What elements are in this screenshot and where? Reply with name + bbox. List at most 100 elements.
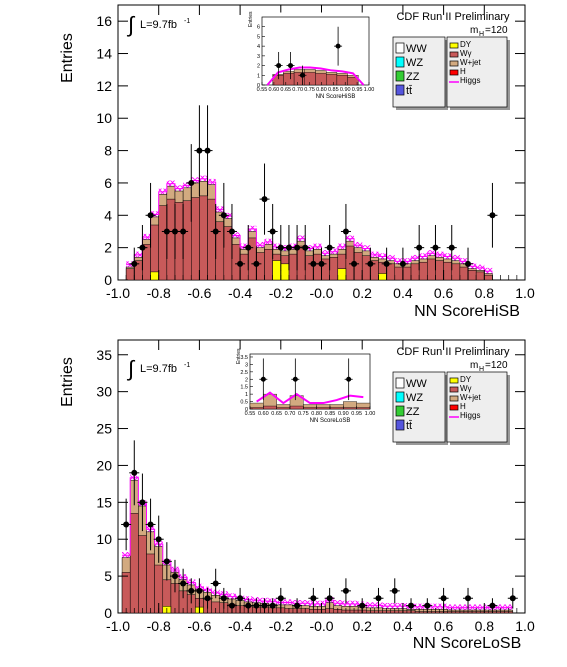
inset-wgamma-bar [304,72,316,86]
mass-label: m [470,25,478,36]
data-point [465,260,472,267]
data-point [163,228,170,235]
legend-label: W+jet [460,58,481,67]
x-tick-label: -0.6 [187,618,211,634]
data-point [220,595,227,602]
wgamma-bar [313,253,322,281]
inset-wgamma-bar [316,407,331,410]
inset-x-tick-label: 0.85 [328,87,339,93]
integral-sign: ∫ [126,356,136,381]
run-header: CDF Run II Preliminary [396,346,510,358]
legend-label: W+jet [460,393,481,402]
x-tick-label: -0.4 [228,285,252,301]
data-point [465,595,472,602]
x-tick-label: -0.8 [147,285,171,301]
data-point [318,260,325,267]
x-tick-label: -0.2 [269,285,293,301]
inset-y-tick-label: 5 [257,34,260,40]
y-axis-title: Entries [59,357,76,407]
x-axis-title: NN ScoreLoSB [413,635,522,652]
legend-label: H [460,402,466,411]
data-point [139,499,146,506]
luminosity-exponent: -1 [184,362,190,369]
inset-wgamma-bar [329,407,344,410]
inset-higgs-line [256,391,364,405]
data-point [245,244,252,251]
data-point [342,228,349,235]
inset-x-tick-label: 0.95 [352,87,363,93]
y-tick-label: 8 [104,143,112,159]
inset-y-tick-label: 2.5 [240,370,248,376]
inset-wgamma-bar [347,77,359,86]
wgamma-bar [304,255,314,281]
inset-background [235,349,375,424]
legend-swatch [395,391,405,403]
y-tick-label: 10 [96,531,112,547]
wgamma-bar [191,197,200,281]
data-point [204,595,211,602]
wgamma-bar [239,253,249,281]
inset-y-axis-title: Entries [236,348,242,364]
luminosity-label: L=9.7fb [140,363,177,375]
data-point [294,244,301,251]
y-tick-label: 4 [104,207,112,223]
inset-wgamma-bar [263,405,277,410]
legend-label: WW [406,378,427,390]
legend-label: Wγ [460,384,472,393]
inset-x-tick-label: 0.80 [316,87,327,93]
x-tick-label: -0.0 [309,285,333,301]
y-tick-label: 0 [104,605,112,621]
data-point [139,244,146,251]
legend-swatch [449,377,459,384]
data-point [269,228,276,235]
mass-value: =120 [485,25,508,36]
legend-label: DY [460,40,472,49]
inset-y-tick-label: 1 [257,73,260,79]
data-point [188,587,195,594]
data-point [375,595,382,602]
wgamma-bar [427,258,436,281]
data-point [285,244,292,251]
data-point [261,196,268,203]
data-point [180,580,187,587]
data-point [131,260,138,267]
wgamma-bar [174,202,184,281]
inset-x-tick-label: 0.85 [325,411,336,417]
dy-bar [378,273,387,281]
y-tick-label: 15 [96,494,112,510]
wgamma-bar [264,249,273,281]
data-point [180,228,187,235]
data-point [237,595,244,602]
data-point [416,244,423,251]
data-point [245,602,252,609]
legend-swatch [395,377,405,389]
inset-y-tick-label: 1 [245,392,248,398]
dy-bar [272,260,282,281]
legend-swatch [449,51,459,58]
data-point [408,602,415,609]
y-tick-label: 6 [104,175,112,191]
mass-value: =120 [485,360,508,371]
inset-y-tick-label: 1.5 [240,385,248,391]
inset-x-tick-label: 0.80 [311,411,322,417]
legend-swatch [395,405,405,417]
data-point [326,244,333,251]
inset-data-point [299,72,305,78]
legend-swatch [395,56,405,68]
wgamma-bar [138,535,147,614]
wgamma-bar [182,200,192,281]
data-point [171,228,178,235]
y-tick-label: 14 [96,46,112,62]
data-point [228,602,235,609]
inset-x-tick-label: 0.90 [340,87,351,93]
legend-label: Higgs [460,76,480,85]
x-tick-label: -0.4 [228,618,252,634]
wgamma-bar [475,271,485,281]
wgamma-bar [158,205,168,281]
data-point [155,536,162,543]
run-header: CDF Run II Preliminary [396,11,510,23]
luminosity-label: L=9.7fb [140,19,177,31]
y-tick-label: 16 [96,13,112,29]
legend-swatch [395,42,405,54]
